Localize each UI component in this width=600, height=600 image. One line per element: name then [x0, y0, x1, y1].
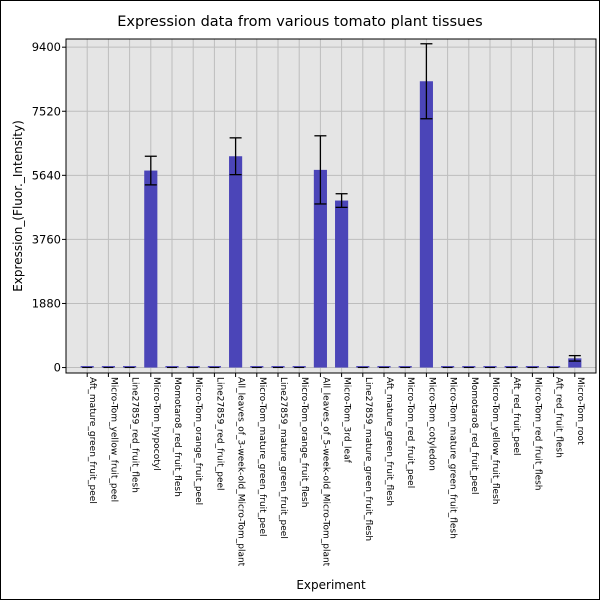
x-tick-label: Micro-Tom_3rd_leaf	[342, 377, 352, 464]
x-tick-label: Micro-Tom_hypocotyl	[151, 377, 161, 471]
bar	[292, 366, 306, 368]
bar	[101, 366, 115, 368]
x-axis-ticks: Aft_mature_green_fruit_peel Micro-Tom_yel…	[86, 373, 585, 567]
x-tick-label: Aft_mature_green_fruit_peel	[87, 377, 97, 504]
x-tick-label: Micro-Tom_yellow_fruit_flesh	[490, 377, 500, 505]
x-tick-label: Aft_red_fruit_flesh	[554, 377, 564, 458]
y-tick-label: 1880	[32, 296, 61, 310]
bar	[123, 366, 137, 368]
bar	[335, 200, 349, 368]
bar	[207, 366, 221, 368]
x-tick-label: Line27859_red_fruit_flesh	[130, 377, 140, 493]
y-tick-label: 9400	[32, 40, 61, 54]
bar	[271, 366, 285, 368]
error-bar	[314, 135, 327, 205]
bar	[525, 366, 539, 368]
x-axis-title: Experiment	[296, 578, 366, 592]
bar	[186, 366, 200, 368]
bar	[441, 366, 455, 368]
x-tick-label: Micro-Tom_mature_green_fruit_flesh	[448, 377, 458, 539]
bar	[250, 366, 264, 368]
grid-lines	[66, 39, 596, 373]
plot-border	[65, 38, 597, 374]
bar	[547, 366, 561, 368]
error-bar	[420, 43, 433, 120]
y-tick-label: 7520	[32, 104, 61, 118]
error-bar	[568, 354, 581, 362]
bar	[568, 358, 582, 368]
x-tick-label: Momotaro8_red_fruit_peel	[469, 377, 479, 494]
x-tick-label: Line27859_mature_green_fruit_peel	[278, 377, 288, 539]
x-tick-label: Micro-Tom_red_fruit_flesh	[532, 377, 542, 491]
y-axis-title: Expression_(Fluor._Intensity)	[11, 120, 25, 292]
y-tick-label: 0	[54, 361, 61, 375]
x-tick-label: Momotaro8_red_fruit_flesh	[172, 377, 182, 497]
bar	[483, 366, 497, 368]
bar	[144, 170, 158, 368]
error-bar	[335, 193, 348, 209]
bar	[165, 366, 179, 368]
x-tick-label: Aft_red_fruit_peel	[511, 377, 521, 456]
x-tick-label: Micro-Tom_orange_fruit_peel	[193, 377, 203, 505]
bar	[356, 366, 370, 368]
x-tick-label: Micro-Tom_yellow_fruit_peel	[108, 377, 118, 502]
bar	[504, 366, 518, 368]
x-tick-label: Micro-Tom_red_fruit_peel	[405, 377, 415, 488]
bar	[419, 81, 433, 368]
bars	[80, 81, 582, 368]
error-bar	[229, 137, 242, 176]
x-tick-label: Aft_mature_green_fruit_flesh	[384, 377, 394, 506]
y-tick-label: 5640	[32, 168, 61, 182]
x-tick-label: Line27859_red_fruit_peel	[214, 377, 224, 491]
x-tick-label: Micro-Tom_orange_fruit_flesh	[299, 377, 309, 507]
bar	[229, 156, 243, 368]
y-tick-label: 3760	[32, 232, 61, 246]
y-axis-ticks: 0 1880 3760 5640 7520 9400	[32, 40, 66, 375]
bar	[313, 169, 327, 368]
bar	[462, 366, 476, 368]
x-tick-label: All_leaves_of_3-week-old_Micro-Tom_plant	[236, 377, 246, 567]
error-bars	[82, 43, 581, 369]
bar	[398, 366, 412, 368]
x-tick-label: Micro-Tom_cotyledon	[426, 377, 436, 471]
bar	[80, 366, 94, 368]
x-tick-label: Micro-Tom_root	[575, 377, 585, 445]
x-tick-label: All_leaves_of_5-week-old_Micro-Tom_plant	[320, 377, 330, 567]
chart-title: Expression data from various tomato plan…	[117, 14, 482, 30]
error-bar	[144, 155, 157, 186]
x-tick-label: Line27859_mature_green_fruit_flesh	[363, 377, 373, 541]
bar	[377, 366, 391, 368]
x-tick-label: Micro-Tom_mature_green_fruit_peel	[257, 377, 267, 537]
